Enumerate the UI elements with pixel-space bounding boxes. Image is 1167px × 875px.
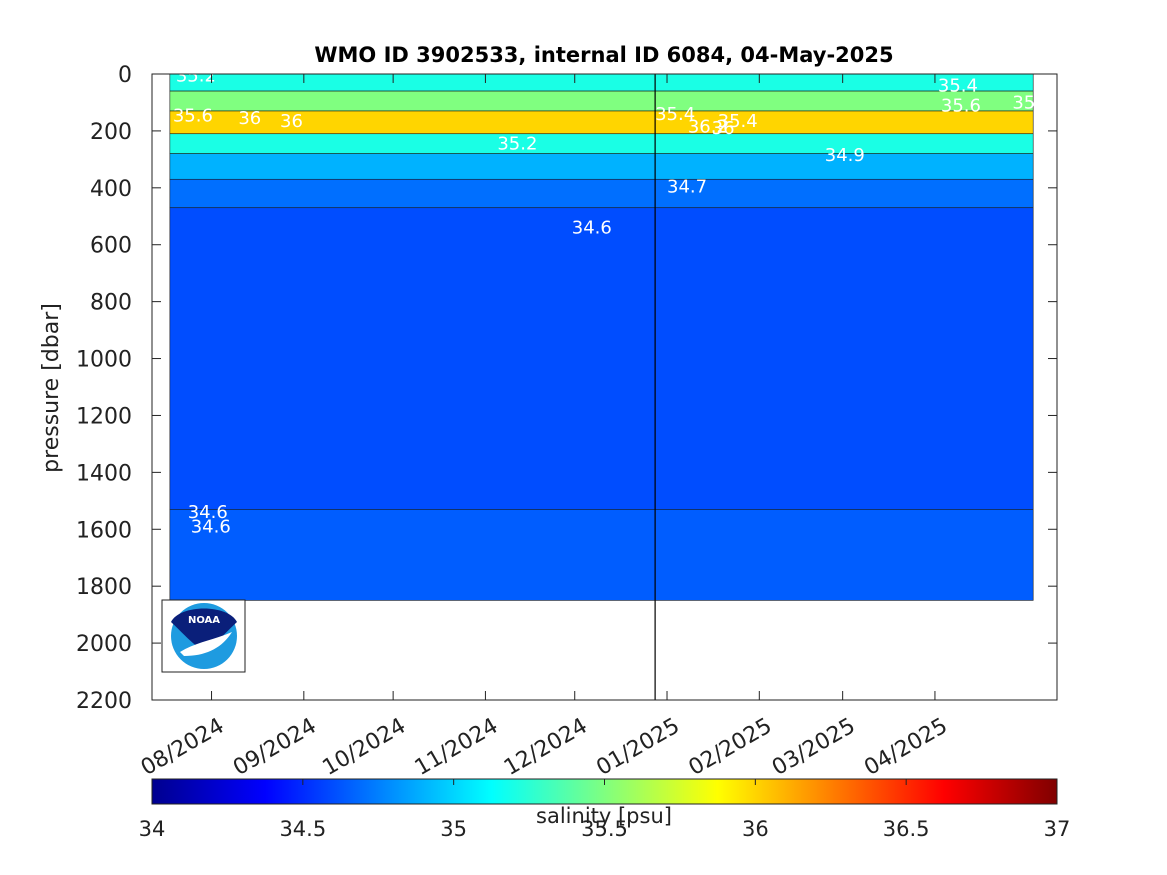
y-tick-label: 2200	[76, 689, 132, 714]
contour-label: 35.2	[497, 134, 537, 155]
contour-label: 36.2	[688, 117, 728, 138]
logo-text: NOAA	[188, 615, 220, 626]
contour-label: 34.6	[572, 218, 612, 239]
y-tick-label: 1400	[76, 461, 132, 486]
y-tick-label: 800	[90, 291, 132, 316]
x-tick-label: 04/2025	[860, 714, 952, 781]
salinity-layer	[169, 509, 1034, 601]
chart-title: WMO ID 3902533, internal ID 6084, 04-May…	[314, 43, 893, 67]
contour-label: 36	[712, 118, 735, 139]
colorbar-tick-label: 35	[440, 817, 467, 841]
salinity-layer	[169, 178, 1034, 209]
noaa-logo: NOAA	[161, 599, 246, 673]
plot-frame	[151, 73, 1058, 701]
colorbar-tick-label: 37	[1044, 817, 1071, 841]
contour-label: 36	[238, 108, 261, 129]
colorbar: 34 34.5 35 35.5 36 36.5 37 salinity [psu]	[139, 778, 1071, 841]
salinity-layers	[169, 74, 1034, 601]
x-tick-label: 02/2025	[685, 714, 777, 781]
contour-label: 36	[280, 111, 303, 132]
y-tick-label: 0	[118, 63, 132, 88]
y-axis: 0 200 400 600 800 1000 1200 1400 1600 1800 2000 220…	[76, 63, 1057, 714]
colorbar-tick-label: 36	[742, 817, 769, 841]
salinity-layer	[169, 90, 1034, 112]
y-tick-label: 1600	[76, 518, 132, 543]
y-tick-label: 1200	[76, 404, 132, 429]
contour-label: 35.6	[1012, 92, 1052, 113]
y-tick-label: 400	[90, 177, 132, 202]
x-tick-label: 08/2024	[137, 714, 229, 781]
x-tick-label: 12/2024	[500, 714, 592, 781]
y-tick-label: 2000	[76, 632, 132, 657]
contour-label: 35.4	[718, 111, 758, 132]
contour-label: 35.6	[173, 105, 213, 126]
colorbar-tick-label: 36.5	[883, 817, 930, 841]
salinity-layer	[169, 74, 1034, 92]
contour-label: 35.2	[176, 65, 216, 86]
contour-label: 34.9	[825, 145, 865, 166]
x-tick-label: 03/2025	[768, 714, 860, 781]
salinity-layer	[169, 133, 1034, 154]
salinity-layer	[169, 153, 1034, 180]
contour-label: 35.6	[941, 95, 981, 116]
contour-label: 35.4	[938, 75, 978, 96]
x-tick-label: 11/2024	[411, 714, 503, 781]
y-tick-label: 200	[90, 120, 132, 145]
colorbar-tick-label: 34	[139, 817, 166, 841]
y-tick-label: 600	[90, 234, 132, 259]
x-tick-label: 01/2025	[592, 714, 684, 781]
colorbar-tick-label: 35.5	[581, 817, 628, 841]
y-tick-label: 1000	[76, 348, 132, 373]
x-tick-label: 10/2024	[318, 714, 410, 781]
y-tick-label: 1800	[76, 575, 132, 600]
contour-label: 34.7	[667, 176, 707, 197]
contour-label: 34.6	[191, 516, 231, 537]
colorbar-label: salinity [psu]	[536, 804, 672, 828]
x-tick-label: 09/2024	[229, 714, 321, 781]
colorbar-tick-label: 34.5	[279, 817, 326, 841]
salinity-layer	[169, 207, 1034, 510]
y-axis-label: pressure [dbar]	[39, 303, 64, 473]
contour-label: 35.4	[655, 104, 695, 125]
colorbar-ticks: 34 34.5 35 35.5 36 36.5 37	[139, 779, 1071, 841]
contour-label: 34.6	[188, 502, 228, 523]
